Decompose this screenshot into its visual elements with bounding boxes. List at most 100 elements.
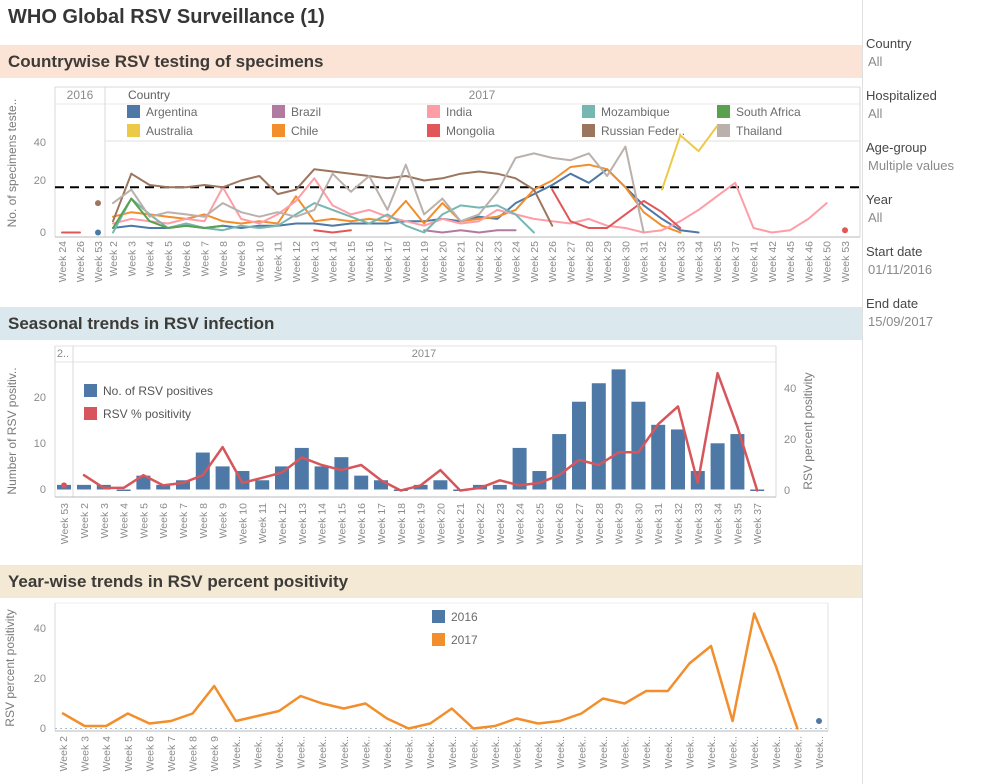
x-tick-label: Week 21 <box>456 241 468 282</box>
series-line-2016-point[interactable] <box>816 718 822 724</box>
legend-label[interactable]: Brazil <box>291 105 321 119</box>
filter-year[interactable]: Year All <box>866 192 978 225</box>
x-tick-label: Week 19 <box>416 503 428 544</box>
chart-seasonal-trends[interactable]: 2.. 2017 No. of RSV positives RSV % positiv… <box>0 342 862 563</box>
x-tick-label: Week.. <box>339 736 351 768</box>
x-tick-label: Week 6 <box>144 736 156 772</box>
legend-swatch-2016[interactable] <box>432 610 445 623</box>
filter-value[interactable]: All <box>868 210 883 225</box>
filter-value[interactable]: 15/09/2017 <box>868 314 934 329</box>
legend-swatch-positives[interactable] <box>84 384 97 397</box>
chart-countrywise-testing[interactable]: 2016 2017 Country Argentina Australia Brazil C… <box>0 80 862 304</box>
legend-swatch-thailand[interactable] <box>717 124 730 137</box>
filter-hospitalized[interactable]: Hospitalized All <box>866 88 978 121</box>
legend-label[interactable]: South Africa <box>736 105 801 119</box>
legend-label[interactable]: Chile <box>291 124 319 138</box>
x-tick-label: Week 31 <box>653 503 665 544</box>
y-axis-title-right: RSV percent positivity <box>801 372 815 489</box>
x-tick-label: Week.. <box>792 736 804 768</box>
legend-swatch-australia[interactable] <box>127 124 140 137</box>
legend-label[interactable]: India <box>446 105 472 119</box>
legend-label[interactable]: 2017 <box>451 633 478 647</box>
x-tick-label: Week 8 <box>218 241 230 277</box>
legend-swatch-russian-feder-[interactable] <box>582 124 595 137</box>
x-tick-label: Week 5 <box>123 736 135 772</box>
series-line-mongolia-point[interactable] <box>842 227 848 234</box>
x-tick-label: Week.. <box>274 736 286 768</box>
x-tick-label: Week.. <box>706 736 718 768</box>
series-line-australia[interactable] <box>661 125 718 191</box>
legend-swatch-chile[interactable] <box>272 124 285 137</box>
filter-label: Start date <box>866 244 923 259</box>
legend-swatch-brazil[interactable] <box>272 105 285 118</box>
legend-label[interactable]: Australia <box>146 124 193 138</box>
legend-swatch-percent-positivity[interactable] <box>84 407 97 420</box>
legend-swatch-mongolia[interactable] <box>427 124 440 137</box>
legend-swatch-mozambique[interactable] <box>582 105 595 118</box>
filter-start-date[interactable]: Start date 01/11/2016 <box>866 244 978 277</box>
filter-age-group[interactable]: Age-group Multiple values <box>866 140 978 173</box>
y-tick: 0 <box>40 227 46 239</box>
series-line-2017[interactable] <box>61 612 799 730</box>
series-line-brazil[interactable] <box>423 229 517 234</box>
x-tick-label: Week 31 <box>639 241 651 282</box>
x-tick-label: Week 13 <box>309 241 321 282</box>
filter-value[interactable]: Multiple values <box>868 158 954 173</box>
x-tick-label: Week 25 <box>529 241 541 282</box>
x-tick-label: Week 21 <box>455 503 467 544</box>
filter-label: End date <box>866 296 919 311</box>
chart-yearwise-trends[interactable]: 2016 2017 0 20 40 RSV percent positivity Week … <box>0 600 862 784</box>
series-line-argentina-point[interactable] <box>95 229 101 236</box>
legend-label[interactable]: Mongolia <box>446 124 495 138</box>
x-tick-label: Week 12 <box>277 503 289 544</box>
year-header-2017: 2017 <box>469 88 496 102</box>
x-tick-label: Week 33 <box>693 503 705 544</box>
y-tick-right: 0 <box>784 485 790 497</box>
legend-label[interactable]: Mozambique <box>601 105 670 119</box>
filter-country[interactable]: Country All <box>866 36 978 69</box>
panel-header-yearwise-trends: Year-wise trends in RSV percent positivi… <box>0 565 862 598</box>
legend-label[interactable]: No. of RSV positives <box>103 384 213 398</box>
x-tick-label: Week 4 <box>101 736 113 772</box>
x-tick-label: Week 29 <box>614 503 626 544</box>
series-line-thailand[interactable] <box>112 145 645 234</box>
x-tick-label: Week 7 <box>166 736 178 772</box>
legend-label[interactable]: Thailand <box>736 124 782 138</box>
series-line-mongolia[interactable] <box>313 229 352 234</box>
series-line-russian-feder-[interactable] <box>112 168 554 227</box>
x-tick-label: Week 35 <box>712 241 724 282</box>
x-tick-label: Week.. <box>404 736 416 768</box>
legend-swatch-argentina[interactable] <box>127 105 140 118</box>
series-line-mongolia[interactable] <box>551 188 682 229</box>
y-tick-left: 20 <box>34 392 46 404</box>
legend-swatch-2017[interactable] <box>432 633 445 646</box>
x-tick-label: Week 15 <box>336 503 348 544</box>
legend-label[interactable]: RSV % positivity <box>103 407 191 421</box>
legend-label[interactable]: Argentina <box>146 105 198 119</box>
filter-end-date[interactable]: End date 15/09/2017 <box>866 296 978 329</box>
legend-label[interactable]: Russian Feder.. <box>601 124 685 138</box>
y-tick-right: 20 <box>784 434 796 446</box>
line-rsv-percent-positivity[interactable] <box>82 371 759 492</box>
x-tick-label: Week.. <box>598 736 610 768</box>
filter-value[interactable]: 01/11/2016 <box>868 262 933 277</box>
x-tick-label: Week 26 <box>554 503 566 544</box>
series-line-mozambique[interactable] <box>112 197 535 234</box>
x-tick-label: Week 23 <box>492 241 504 282</box>
year-header-2016: 2016 <box>67 88 94 102</box>
x-tick-label: Week 33 <box>675 241 687 282</box>
x-tick-label: Week 13 <box>297 503 309 544</box>
filter-value[interactable]: All <box>868 54 883 69</box>
series-line-south-africa[interactable] <box>112 197 224 229</box>
filter-value[interactable]: All <box>868 106 883 121</box>
legend-swatch-india[interactable] <box>427 105 440 118</box>
x-tick-label: Week 15 <box>346 241 358 282</box>
x-tick-label: Week 2 <box>58 736 70 772</box>
x-tick-label: Week 28 <box>584 241 596 282</box>
x-tick-label: Week.. <box>533 736 545 768</box>
series-line-india[interactable] <box>112 177 828 234</box>
line-rsv-percent-positivity-point[interactable] <box>61 482 67 489</box>
series-line-russian-feder--point[interactable] <box>95 200 101 207</box>
legend-label[interactable]: 2016 <box>451 610 478 624</box>
legend-swatch-south-africa[interactable] <box>717 105 730 118</box>
